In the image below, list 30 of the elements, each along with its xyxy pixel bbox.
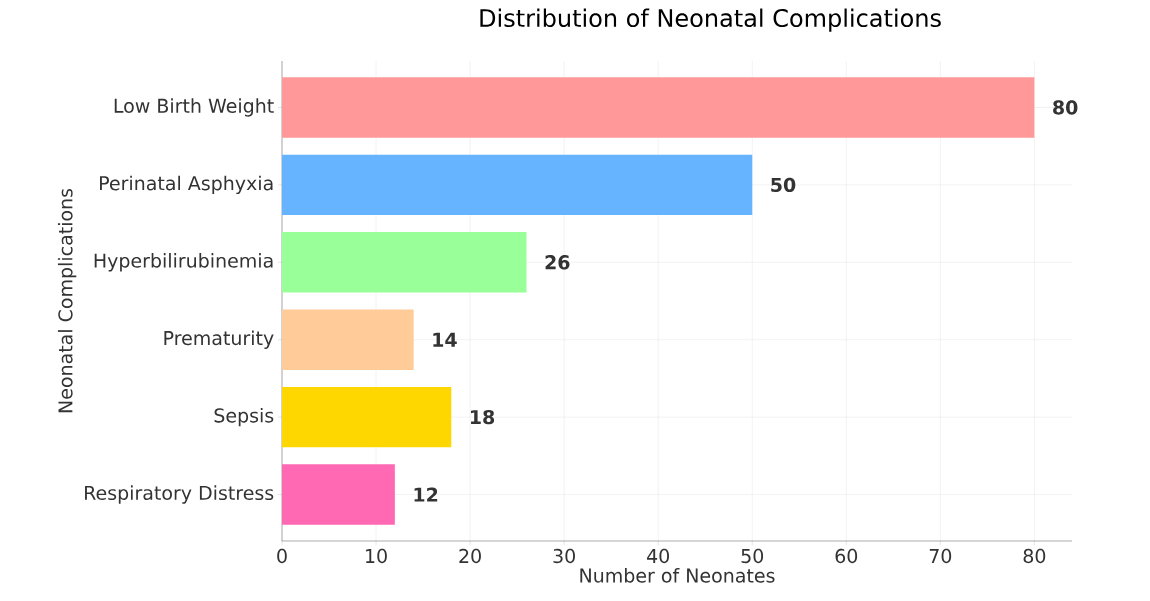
y-tick-label: Low Birth Weight [114,98,274,117]
bar [282,309,414,370]
y-tick-label: Respiratory Distress [85,485,274,504]
chart-title: Distribution of Neonatal Complications [480,8,941,32]
bar [282,464,395,525]
y-tick-label: Perinatal Asphyxia [100,175,273,195]
y-axis-title: Neonatal Complications [57,188,77,413]
y-tick-label: Sepsis [214,407,274,427]
x-tick-label: 40 [647,548,670,564]
data-label: 14 [433,332,457,347]
data-label: 12 [414,487,438,502]
x-tick-label: 0 [277,548,287,564]
x-tick-label: 70 [929,548,952,564]
x-tick-label: 80 [1023,548,1046,564]
bar [282,386,452,448]
y-tick-label: Prematurity [164,330,274,349]
bar [282,232,527,293]
x-tick-label: 50 [741,548,764,564]
x-tick-label: 60 [835,548,858,564]
x-tick-label: 10 [366,548,387,564]
data-label: 26 [545,255,570,270]
data-label: 50 [771,177,796,193]
y-tick-label: Hyperbilirubinemia [94,253,273,272]
bar [282,77,1035,138]
x-axis-title: Number of Neonates [580,568,775,583]
bar [282,154,753,216]
data-label: 80 [1053,100,1078,115]
data-label: 18 [470,409,495,425]
x-tick-label: 30 [553,548,575,564]
x-tick-label: 20 [459,548,481,564]
